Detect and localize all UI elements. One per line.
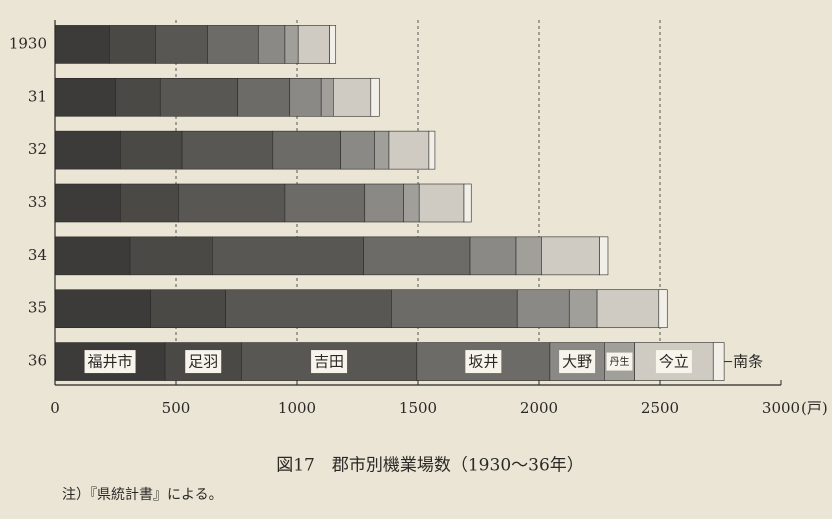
y-tick-label: 36 [28,352,47,370]
bar-segment [549,342,605,381]
y-tick-label: 1930 [9,34,47,52]
bar-segment [225,289,392,329]
bar-segment [129,236,213,276]
bar-segment [284,25,299,64]
bar-segment [599,236,609,276]
bar-segment [237,77,291,117]
bar-segment [428,130,436,170]
x-tick-label: 2000 [520,399,558,417]
segment-label: 吉田 [314,353,344,371]
bar-segment [391,289,518,329]
bar-segment [54,77,116,117]
y-tick-label: 32 [28,140,47,158]
x-unit: (戸) [801,399,828,417]
bar-segment [712,342,725,381]
bar-segment [374,130,390,170]
y-tick-label: 34 [28,246,47,264]
bar-segment [212,236,364,276]
label-box [84,350,136,374]
bar-segment [596,289,660,329]
segment-label: 今立 [659,353,689,371]
label-box [606,352,633,371]
bar-segment [418,183,465,223]
y-tick-label: 31 [28,87,47,105]
bar-segment [120,183,179,223]
x-tick-label: 3000 [762,399,800,417]
bar-segment [297,25,330,64]
segment-label: 福井市 [88,353,133,371]
bar-segment [363,236,471,276]
bar-segment [541,236,600,276]
bar-segment [332,77,372,117]
bar-segment [289,77,322,117]
bar-segment [284,183,366,223]
x-tick-label: 1500 [399,399,437,417]
label-box [559,350,596,374]
note: 注）『県統計書』による。 [62,487,223,503]
bar-segment [388,130,430,170]
bar-segment [150,289,226,329]
y-tick-label: 33 [28,193,47,211]
y-tick-label: 35 [28,299,47,317]
bar-segment [516,289,570,329]
bar-segment [320,77,334,117]
bar-segment [54,289,151,329]
bar-segment [469,236,517,276]
bar-segment [54,25,110,64]
segment-label: 坂井 [468,353,498,371]
bar-segment [329,25,337,64]
x-tick-label: 2500 [641,399,679,417]
bar-segment [54,183,121,223]
segment-label: 足羽 [188,353,218,371]
x-tick-label: 500 [162,399,191,417]
bar-segment [340,130,375,170]
bar-segment [463,183,472,223]
bar-segment [370,77,380,117]
bar-segment [568,289,598,329]
bar-segment [159,77,239,117]
chart-title: 図17 郡市別機業場数（1930〜36年） [276,456,584,476]
bar-segment [403,183,420,223]
bar-segment [115,77,161,117]
bar-segment [178,183,286,223]
x-tick-label: 0 [50,399,60,417]
bar-segment [54,130,121,170]
bar-segment [515,236,542,276]
segment-label: 南条 [733,353,763,371]
bar-segment [54,236,131,276]
bar-segment [181,130,274,170]
bar-segment [257,25,286,64]
bar-segment [155,25,208,64]
bar-segment [109,25,156,64]
bar-segment [658,289,668,329]
label-box [465,350,502,374]
bar-segment [207,25,259,64]
label-box [655,350,692,374]
bar-segment [120,130,183,170]
segment-label: 丹生 [609,355,629,368]
bar-segment [272,130,341,170]
x-tick-label: 1000 [278,399,316,417]
bar-segment [364,183,404,223]
label-box [185,350,222,374]
segment-label: 大野 [562,353,592,371]
label-box [311,350,348,374]
